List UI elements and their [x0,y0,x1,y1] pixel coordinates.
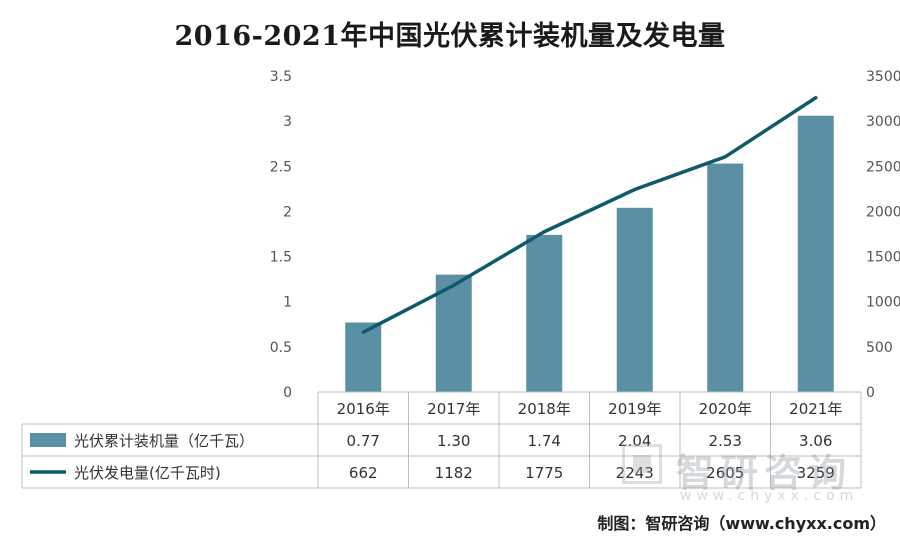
y-left-tick-label: 3.5 [270,69,292,85]
line-point [452,283,456,287]
y-left-tick-label: 1 [283,295,292,311]
table-cell: 2.04 [618,432,651,450]
table-cell: 2243 [616,464,654,482]
y-right-tick-label: 3000 [866,114,900,130]
table-cell: 0.77 [347,432,380,450]
line-point [723,155,727,159]
bar [345,322,382,392]
line-point [633,187,637,191]
bar [797,115,834,393]
bar [526,234,563,392]
table-cell: 1182 [435,464,473,482]
y-left-tick-label: 3 [283,114,292,130]
line-point [542,230,546,234]
legend-label: 光伏发电量(亿千瓦时) [74,464,221,482]
y-right-tick-label: 1000 [866,295,900,311]
legend-swatch-bar [30,433,66,447]
table-cell: 3259 [797,464,835,482]
y-left-tick-label: 2.5 [270,159,292,175]
y-left-tick-label: 0 [283,385,292,401]
line-point [814,96,818,100]
x-tick-label: 2019年 [608,400,661,418]
bar [435,274,472,392]
table-cell: 1775 [525,464,563,482]
x-tick-label: 2021年 [789,400,842,418]
table-cell: 1.30 [437,432,470,450]
x-tick-label: 2018年 [518,400,571,418]
y-right-tick-label: 2000 [866,204,900,220]
legend-label: 光伏累计装机量（亿千瓦） [74,432,254,450]
chart-title: 2016-2021年中国光伏累计装机量及发电量 [174,21,726,52]
series-line [361,96,818,334]
y-right-tick-label: 3500 [866,69,900,85]
table-cell: 3.06 [799,432,832,450]
bar [616,207,653,392]
table-cell: 1.74 [528,432,561,450]
table-cell: 2.53 [709,432,742,450]
y-right-tick-label: 2500 [866,159,900,175]
x-tick-label: 2020年 [699,400,752,418]
y-right-tick-label: 500 [866,340,893,356]
y-left-tick-label: 0.5 [270,340,292,356]
y-right-tick-label: 0 [866,385,875,401]
y-left-tick-label: 1.5 [270,250,292,266]
source-note: 制图：智研咨询（www.chyxx.com） [597,514,886,533]
line-point [361,330,365,334]
x-tick-label: 2016年 [337,400,390,418]
y-right-tick-label: 1500 [866,250,900,266]
table-cell: 2605 [706,464,744,482]
y-left-tick-label: 2 [283,204,292,220]
x-tick-label: 2017年 [427,400,480,418]
table-cell: 662 [349,464,378,482]
bar [707,163,744,392]
